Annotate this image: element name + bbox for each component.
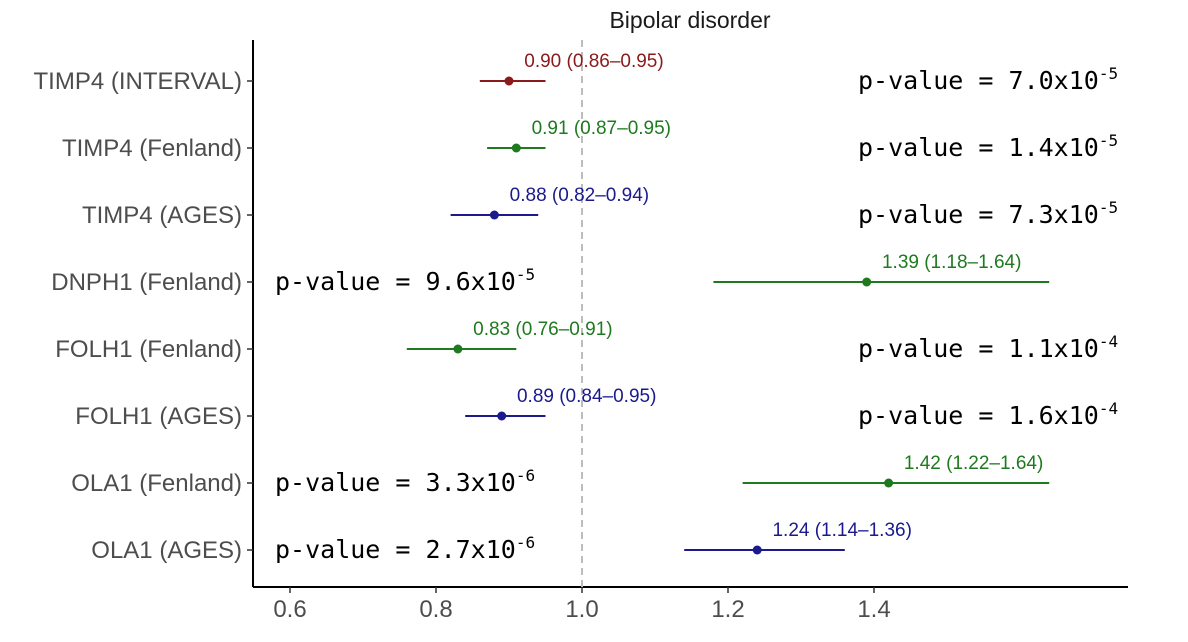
point-estimate <box>862 277 872 287</box>
row-label: TIMP4 (AGES) <box>82 202 242 229</box>
p-value-annotation: p-value = 7.3x10-5 <box>858 198 1118 229</box>
estimate-label: 0.90 (0.86–0.95) <box>524 51 663 72</box>
p-value-exponent: -5 <box>1099 131 1118 150</box>
row-label: TIMP4 (INTERVAL) <box>34 68 242 95</box>
row-label: FOLH1 (AGES) <box>75 403 242 430</box>
point-estimate <box>884 478 894 488</box>
estimate-label: 0.91 (0.87–0.95) <box>532 118 671 139</box>
p-value-text: p-value = 9.6x10 <box>275 267 516 296</box>
p-value-exponent: -5 <box>1099 64 1118 83</box>
p-value-text: p-value = 3.3x10 <box>275 468 516 497</box>
point-estimate <box>511 143 521 153</box>
point-estimate <box>497 411 507 421</box>
x-tick-label: 1.0 <box>565 596 598 623</box>
p-value-annotation: p-value = 1.6x10-4 <box>858 399 1118 430</box>
plot-marks: 0.90 (0.86–0.95)p-value = 7.0x10-50.91 (… <box>275 51 1118 564</box>
x-tick-label: 0.6 <box>273 596 306 623</box>
x-tick-label: 1.2 <box>711 596 744 623</box>
p-value-annotation: p-value = 2.7x10-6 <box>275 533 535 564</box>
row-label: TIMP4 (Fenland) <box>62 135 242 162</box>
estimate-label: 0.88 (0.82–0.94) <box>510 185 649 206</box>
point-estimate <box>504 76 514 86</box>
p-value-text: p-value = 1.4x10 <box>858 133 1099 162</box>
p-value-annotation: p-value = 3.3x10-6 <box>275 466 535 497</box>
p-value-text: p-value = 1.6x10 <box>858 401 1099 430</box>
p-value-annotation: p-value = 9.6x10-5 <box>275 265 535 296</box>
x-tick-label: 0.8 <box>419 596 452 623</box>
row-label: DNPH1 (Fenland) <box>51 269 242 296</box>
p-value-annotation: p-value = 1.1x10-4 <box>858 332 1118 363</box>
row-label: FOLH1 (Fenland) <box>55 336 242 363</box>
estimate-label: 0.89 (0.84–0.95) <box>517 386 656 407</box>
plot-axes: 0.6 0.8 1.0 1.2 1.4 TIMP4 (INTERVAL) TIMP4 (Fe… <box>34 40 1128 623</box>
estimate-label: 1.42 (1.22–1.64) <box>904 453 1043 474</box>
p-value-text: p-value = 1.1x10 <box>858 334 1099 363</box>
p-value-text: p-value = 2.7x10 <box>275 535 516 564</box>
p-value-exponent: -5 <box>1099 198 1118 217</box>
estimate-label: 1.24 (1.14–1.36) <box>772 520 911 541</box>
p-value-exponent: -5 <box>516 265 535 284</box>
estimate-label: 1.39 (1.18–1.64) <box>882 252 1021 273</box>
p-value-annotation: p-value = 1.4x10-5 <box>858 131 1118 162</box>
p-value-exponent: -4 <box>1099 332 1118 351</box>
estimate-label: 0.83 (0.76–0.91) <box>473 319 612 340</box>
point-estimate <box>453 344 463 354</box>
p-value-exponent: -4 <box>1099 399 1118 418</box>
p-value-annotation: p-value = 7.0x10-5 <box>858 64 1118 95</box>
point-estimate <box>752 545 762 555</box>
chart-title: Bipolar disorder <box>609 7 770 33</box>
row-label: OLA1 (AGES) <box>91 537 242 564</box>
x-tick-label: 1.4 <box>857 596 890 623</box>
row-label: OLA1 (Fenland) <box>71 470 242 497</box>
point-estimate <box>489 210 499 220</box>
p-value-text: p-value = 7.3x10 <box>858 200 1099 229</box>
p-value-text: p-value = 7.0x10 <box>858 66 1099 95</box>
p-value-exponent: -6 <box>516 533 535 552</box>
p-value-exponent: -6 <box>516 466 535 485</box>
